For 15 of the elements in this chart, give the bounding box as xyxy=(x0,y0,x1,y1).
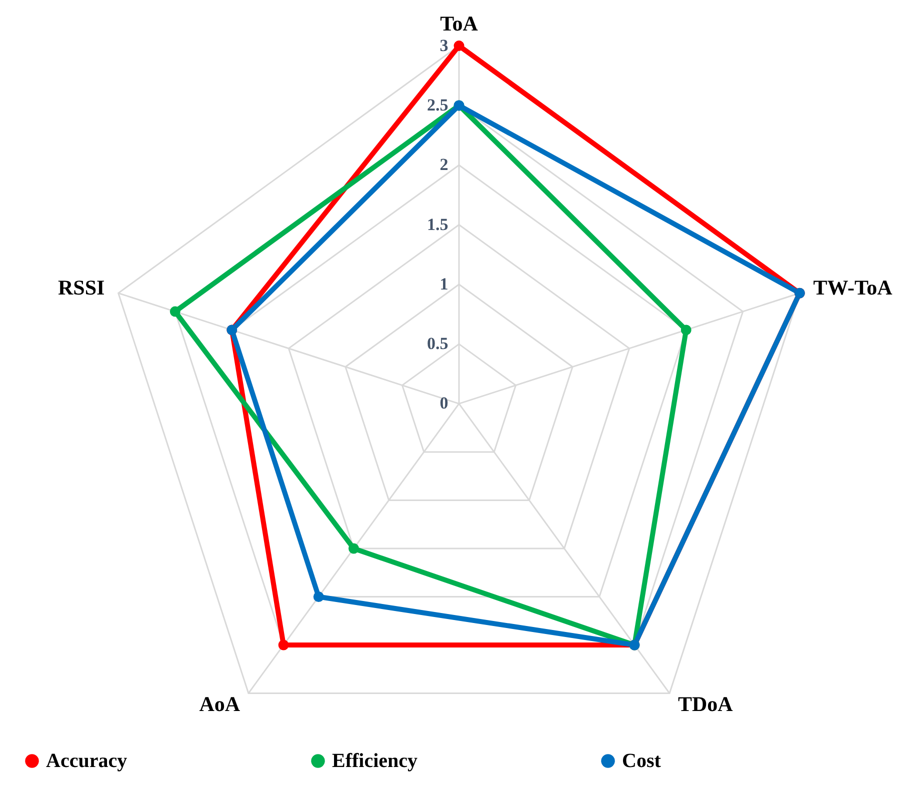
y-tick-label: 2 xyxy=(440,155,448,174)
y-tick-label: 2.5 xyxy=(427,95,448,114)
spoke-label: RSSI xyxy=(58,276,105,300)
y-tick-label: 0 xyxy=(440,394,448,413)
y-tick-label: 3 xyxy=(440,36,448,55)
spoke-label: TDoA xyxy=(678,692,734,716)
spoke-label: TW-ToA xyxy=(813,276,894,300)
spoke-label: AoA xyxy=(199,692,241,716)
spoke-label: ToA xyxy=(440,11,479,36)
legend-label: Cost xyxy=(622,750,662,772)
legend-label: Accuracy xyxy=(46,750,128,772)
y-tick-label: 1 xyxy=(440,274,448,294)
legend-label: Efficiency xyxy=(332,750,418,772)
y-tick-label: 0.5 xyxy=(427,334,448,354)
y-tick-label: 1.5 xyxy=(427,214,448,234)
